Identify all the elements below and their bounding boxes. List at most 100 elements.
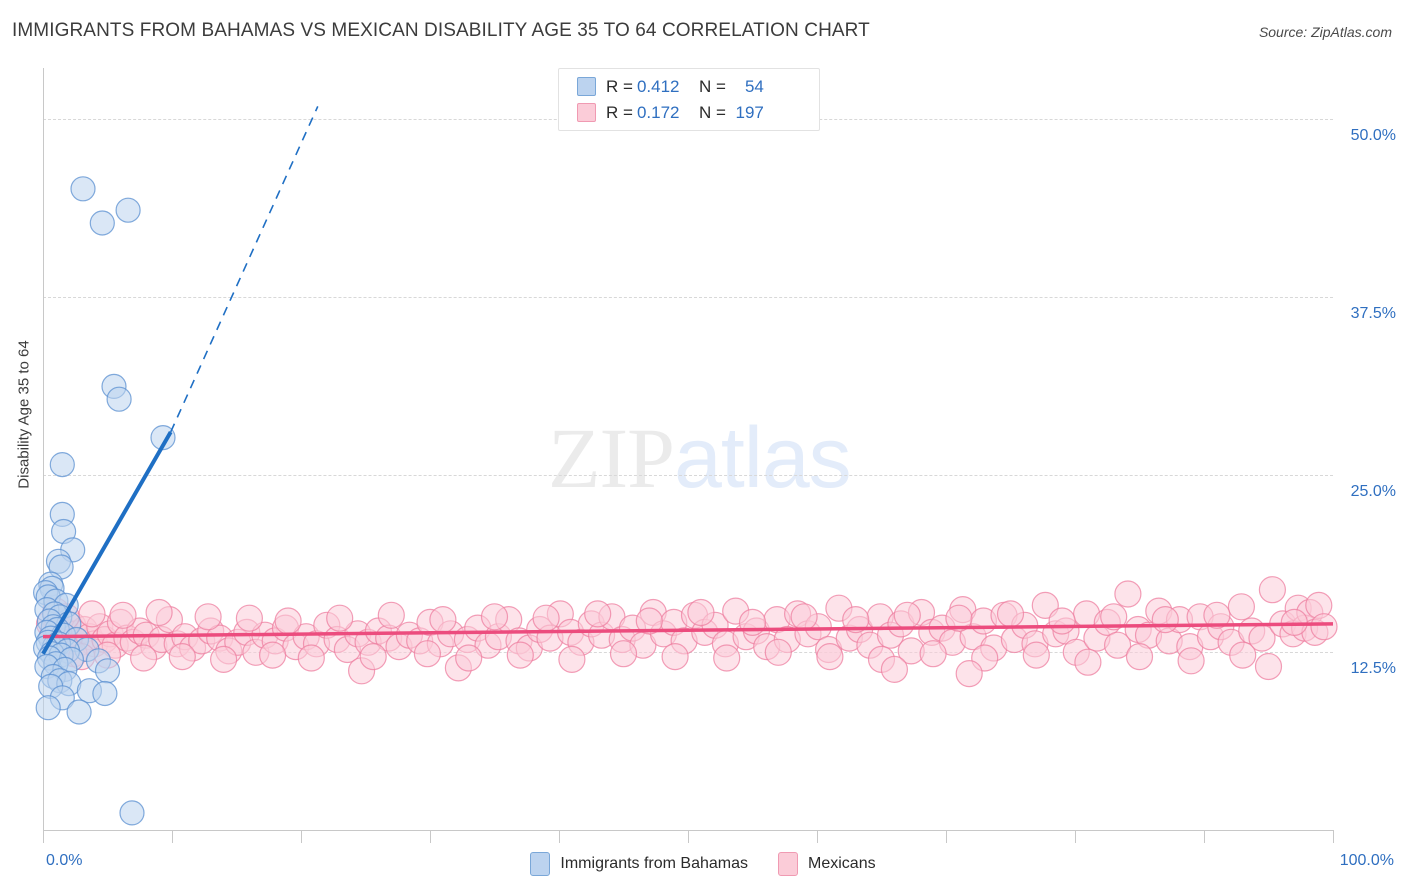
stats-r-label-bahamas: R = xyxy=(606,76,633,96)
stats-n-value-mexicans: 197 xyxy=(735,102,764,122)
data-point xyxy=(1280,608,1308,637)
stats-row-bahamas: R = 0.412 N = 54 xyxy=(577,74,819,100)
data-point xyxy=(455,644,483,672)
data-point xyxy=(1229,641,1257,669)
data-point xyxy=(893,601,921,629)
trendline-segment xyxy=(41,430,173,655)
stats-r-value-bahamas: 0.412 xyxy=(636,76,680,96)
x-axis-tick xyxy=(43,830,44,843)
trendline-segment xyxy=(169,106,319,433)
data-point xyxy=(1125,642,1154,671)
y-axis-line xyxy=(43,68,44,830)
data-point xyxy=(210,645,238,674)
data-point xyxy=(609,640,638,668)
data-point xyxy=(635,607,663,635)
data-point xyxy=(1254,652,1283,681)
data-point xyxy=(1151,605,1179,634)
data-point xyxy=(738,608,767,637)
data-point xyxy=(35,695,61,721)
data-point xyxy=(506,641,534,669)
mexicans-trendline xyxy=(42,622,1334,639)
data-point xyxy=(661,642,689,671)
data-point xyxy=(168,642,196,671)
stats-swatch-bahamas xyxy=(577,77,596,96)
data-point xyxy=(816,642,844,671)
stats-row-mexicans: R = 0.172 N = 197 xyxy=(577,100,819,126)
bahamas-trendline xyxy=(41,106,319,655)
data-point xyxy=(880,655,909,684)
data-point xyxy=(235,604,263,632)
data-point xyxy=(49,452,75,478)
data-point xyxy=(66,699,92,725)
data-point xyxy=(1100,603,1128,631)
data-point xyxy=(130,644,158,672)
stats-n-value-bahamas: 54 xyxy=(744,76,764,96)
data-point xyxy=(919,640,947,668)
legend-item-mexicans[interactable]: Mexicans xyxy=(778,852,876,876)
x-axis-tick xyxy=(172,830,173,843)
data-point xyxy=(92,680,118,707)
data-point xyxy=(955,659,983,688)
data-point xyxy=(106,386,132,412)
data-point xyxy=(1310,613,1338,641)
x-axis-tick xyxy=(430,830,431,843)
data-point xyxy=(996,600,1025,628)
data-point xyxy=(1031,591,1059,620)
y-axis-tick-label: 25.0% xyxy=(1350,482,1396,500)
source-attribution: Source: ZipAtlas.com xyxy=(1258,24,1392,40)
data-point xyxy=(1227,593,1256,621)
bahamas-points xyxy=(32,176,176,826)
y-axis-tick-label: 37.5% xyxy=(1350,304,1396,322)
data-point xyxy=(377,601,405,629)
data-point xyxy=(480,603,509,631)
data-point xyxy=(259,641,287,669)
data-point xyxy=(713,644,741,672)
x-axis-tick xyxy=(559,830,560,843)
data-point xyxy=(119,800,145,826)
data-point xyxy=(429,605,457,634)
data-point xyxy=(413,640,441,668)
data-point xyxy=(115,197,141,223)
data-point xyxy=(842,605,870,634)
gridline xyxy=(43,296,1333,298)
data-point xyxy=(1203,601,1231,629)
data-point xyxy=(326,604,354,632)
gridline xyxy=(43,474,1333,476)
correlation-stats-box: R = 0.412 N = 54 R = 0.172 N = 197 xyxy=(558,68,820,131)
data-point xyxy=(94,658,121,684)
x-axis-tick xyxy=(1333,830,1334,843)
legend-swatch-mexicans xyxy=(778,852,799,876)
data-point xyxy=(1022,641,1050,669)
data-point xyxy=(194,603,222,631)
x-axis-tick xyxy=(817,830,818,843)
stats-r-label-mexicans: R = xyxy=(606,102,633,122)
data-point xyxy=(109,601,137,629)
stats-r-value-mexicans: 0.172 xyxy=(636,102,680,122)
data-point xyxy=(1114,580,1142,608)
data-point xyxy=(558,645,586,674)
data-point xyxy=(790,603,818,631)
data-point xyxy=(945,604,973,632)
y-axis-tick-label: 50.0% xyxy=(1350,127,1396,145)
data-point xyxy=(1048,607,1076,635)
data-point xyxy=(78,600,106,628)
x-axis-max-label: 100.0% xyxy=(1339,852,1394,869)
legend-swatch-bahamas xyxy=(530,852,551,876)
x-axis-tick xyxy=(946,830,947,843)
legend-item-bahamas[interactable]: Immigrants from Bahamas xyxy=(530,852,748,876)
x-axis-tick xyxy=(688,830,689,843)
trendline-segment xyxy=(42,622,1334,639)
data-point xyxy=(145,598,173,627)
stats-n-label-bahamas: N = xyxy=(698,76,726,96)
data-point xyxy=(764,638,792,666)
data-point xyxy=(687,598,715,627)
data-point xyxy=(1177,647,1205,675)
x-axis-tick xyxy=(301,830,302,843)
page-title: IMMIGRANTS FROM BAHAMAS VS MEXICAN DISAB… xyxy=(12,20,870,41)
x-axis-tick xyxy=(1204,830,1205,843)
series-legend: Immigrants from Bahamas Mexicans xyxy=(0,850,1406,878)
y-axis-tick-label: 12.5% xyxy=(1350,660,1396,678)
data-point xyxy=(359,642,387,671)
